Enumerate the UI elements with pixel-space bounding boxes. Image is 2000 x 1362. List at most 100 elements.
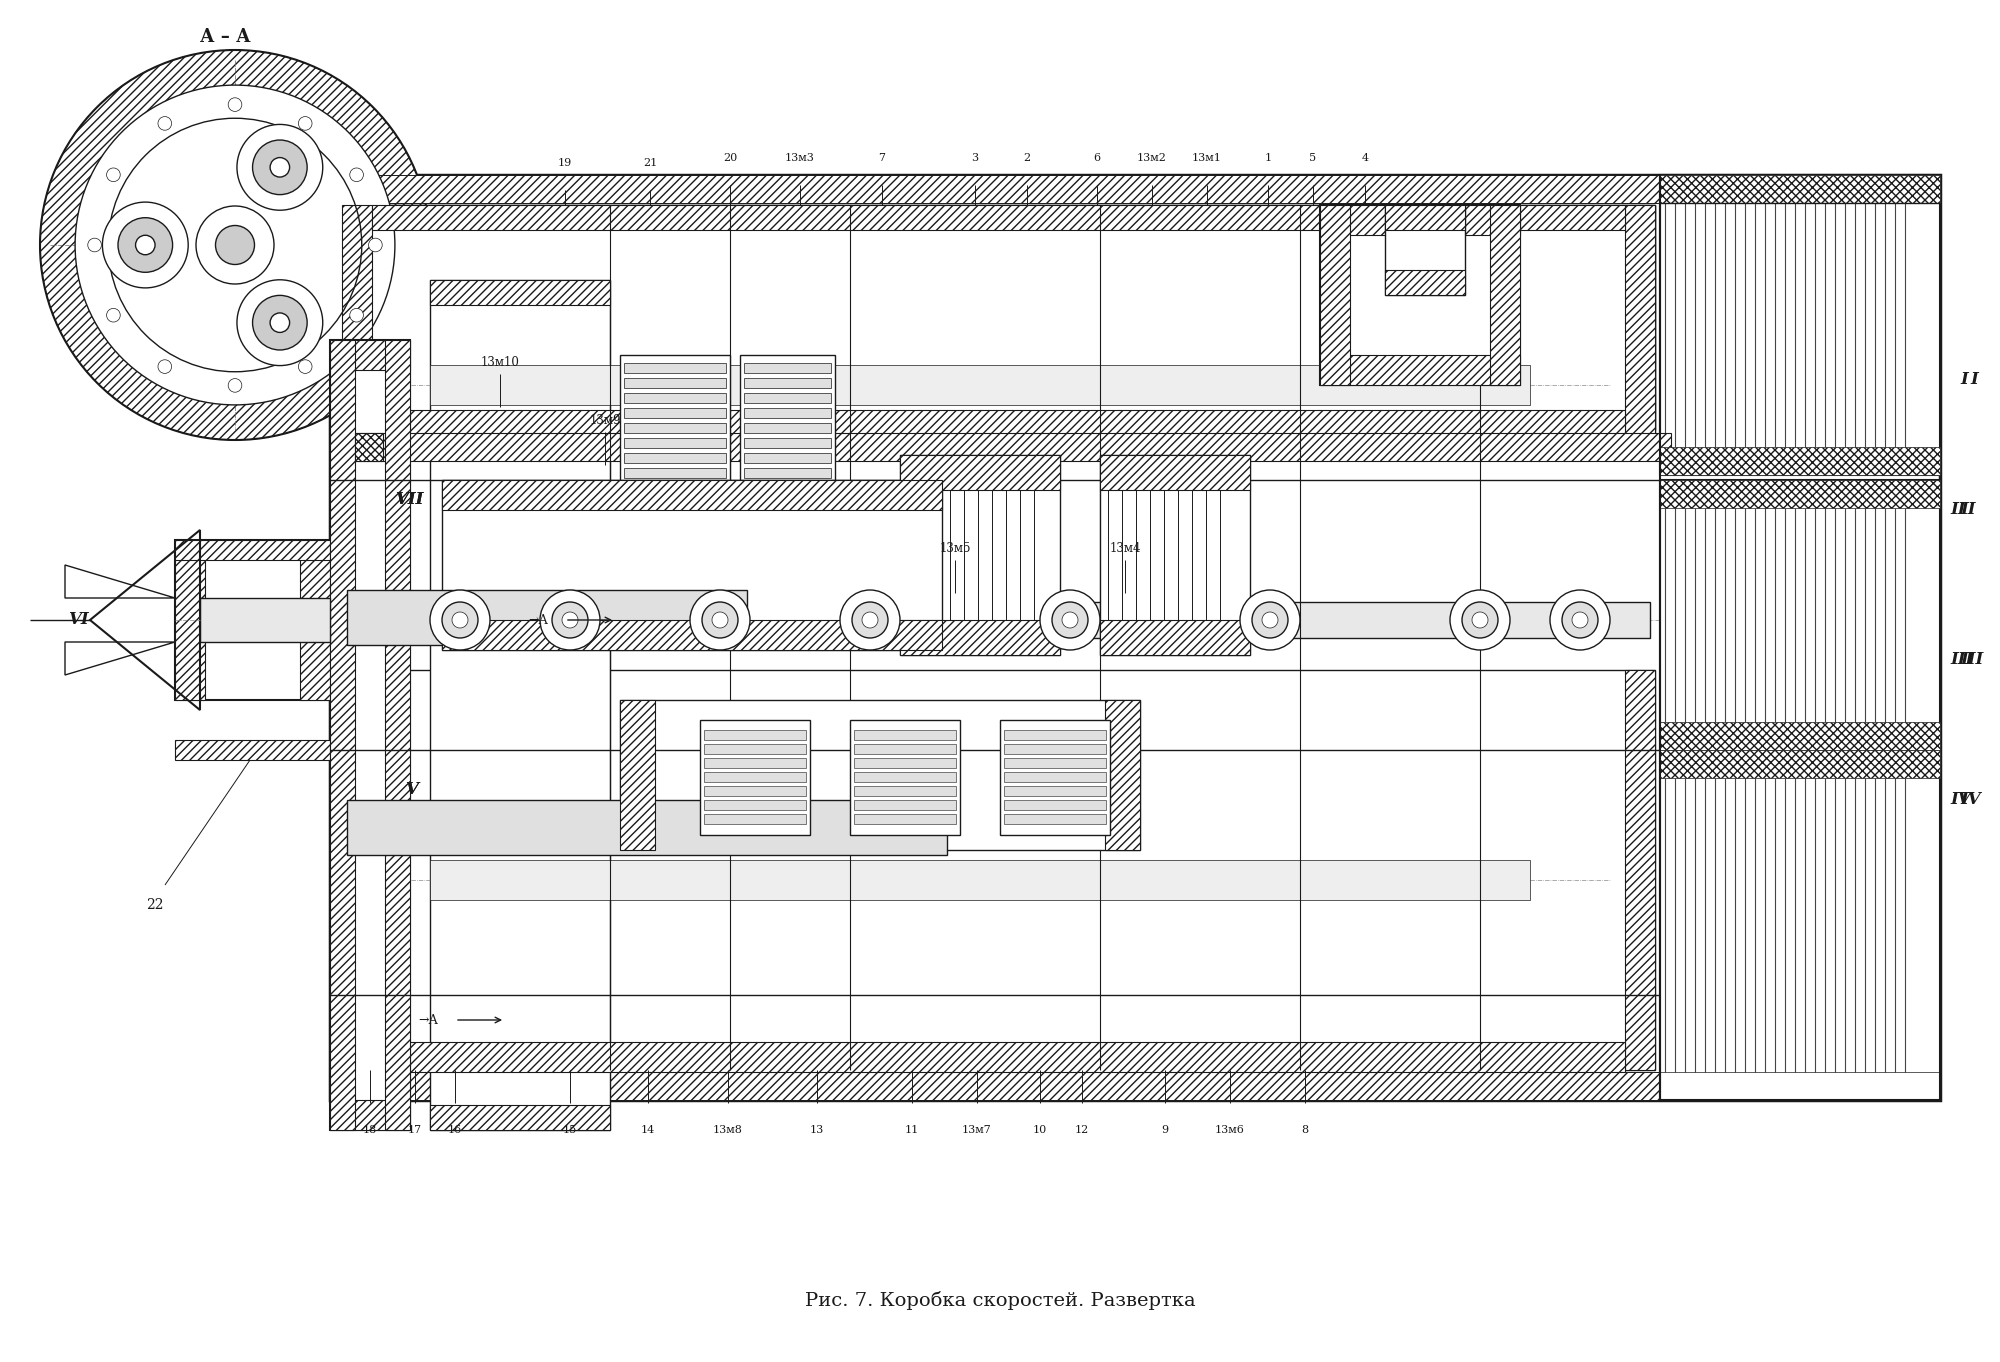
Bar	[430, 281, 610, 305]
Bar	[1660, 479, 1940, 508]
Bar	[1004, 814, 1106, 824]
Bar	[744, 454, 832, 463]
Bar	[854, 799, 956, 810]
Bar	[704, 772, 806, 782]
Circle shape	[1562, 602, 1598, 637]
Bar	[300, 539, 330, 700]
Bar	[348, 590, 748, 646]
Circle shape	[106, 308, 120, 321]
Text: Рис. 7. Коробка скоростей. Развертка: Рис. 7. Коробка скоростей. Развертка	[804, 1291, 1196, 1309]
Circle shape	[76, 84, 394, 405]
Bar	[1100, 620, 1250, 655]
Text: 21: 21	[642, 158, 658, 168]
Bar	[740, 355, 836, 530]
Text: VI: VI	[68, 612, 88, 628]
Circle shape	[196, 206, 274, 285]
Circle shape	[40, 50, 430, 440]
Text: 13м10: 13м10	[480, 355, 520, 369]
Text: IV: IV	[1960, 791, 1980, 809]
Text: V: V	[404, 782, 418, 798]
Bar	[744, 409, 832, 418]
Bar	[850, 720, 960, 835]
Bar	[330, 340, 410, 1130]
Circle shape	[252, 140, 308, 195]
Circle shape	[270, 313, 290, 332]
Bar	[744, 394, 832, 403]
Circle shape	[350, 308, 364, 321]
Bar	[430, 365, 1530, 405]
Bar	[704, 814, 806, 824]
Circle shape	[1062, 612, 1078, 628]
Bar	[1004, 799, 1106, 810]
Bar	[1004, 730, 1106, 740]
Text: 13: 13	[810, 1125, 824, 1135]
Circle shape	[852, 602, 888, 637]
Text: 15: 15	[562, 1125, 578, 1135]
Text: →А: →А	[528, 613, 548, 627]
Text: 3: 3	[972, 153, 978, 163]
Circle shape	[430, 590, 490, 650]
Circle shape	[562, 612, 578, 628]
Circle shape	[1462, 602, 1498, 637]
Bar	[430, 1105, 610, 1130]
Text: 20: 20	[722, 153, 738, 163]
Text: 19: 19	[558, 158, 572, 168]
Bar	[620, 700, 1140, 850]
Bar	[1660, 447, 1940, 475]
Polygon shape	[64, 642, 176, 676]
Text: 2: 2	[1024, 153, 1030, 163]
Bar	[372, 1042, 1624, 1072]
Bar	[624, 498, 726, 508]
Bar	[854, 730, 956, 740]
Circle shape	[840, 590, 900, 650]
Circle shape	[298, 117, 312, 131]
Circle shape	[228, 98, 242, 112]
Bar	[744, 469, 832, 478]
Text: VII: VII	[396, 492, 424, 508]
Text: 13м9: 13м9	[590, 414, 620, 426]
Circle shape	[1550, 590, 1610, 650]
Circle shape	[216, 226, 254, 264]
Circle shape	[702, 602, 738, 637]
Circle shape	[552, 602, 588, 637]
Text: I: I	[1960, 372, 1968, 388]
Circle shape	[350, 168, 364, 181]
Circle shape	[1040, 590, 1100, 650]
Bar	[1660, 722, 1940, 750]
Circle shape	[442, 602, 478, 637]
Text: 6: 6	[1094, 153, 1100, 163]
Bar	[854, 759, 956, 768]
Bar	[348, 602, 1650, 637]
Bar	[744, 439, 832, 448]
Bar	[1384, 206, 1464, 230]
Circle shape	[118, 218, 172, 272]
Bar	[624, 364, 726, 373]
Circle shape	[270, 158, 290, 177]
Bar	[1624, 206, 1656, 434]
Circle shape	[540, 590, 600, 650]
Text: V: V	[404, 782, 418, 798]
Circle shape	[228, 379, 242, 392]
Bar	[342, 670, 1656, 1071]
Bar	[854, 814, 956, 824]
Bar	[624, 484, 726, 493]
Bar	[342, 670, 372, 1071]
Bar	[624, 469, 726, 478]
Bar	[704, 786, 806, 795]
Bar	[330, 340, 356, 1130]
Bar	[1384, 270, 1464, 296]
Bar	[900, 455, 1060, 490]
Bar	[442, 479, 942, 509]
Bar	[620, 355, 730, 530]
Text: 10: 10	[1032, 1125, 1048, 1135]
Bar	[372, 410, 1624, 434]
Circle shape	[862, 612, 878, 628]
Text: 18: 18	[362, 1125, 378, 1135]
Text: 13м1: 13м1	[1192, 153, 1222, 163]
Bar	[1624, 670, 1656, 1071]
Bar	[1100, 455, 1250, 655]
Text: III: III	[1960, 651, 1984, 669]
Bar	[356, 433, 384, 460]
Text: 12: 12	[1074, 1125, 1090, 1135]
Circle shape	[1572, 612, 1588, 628]
